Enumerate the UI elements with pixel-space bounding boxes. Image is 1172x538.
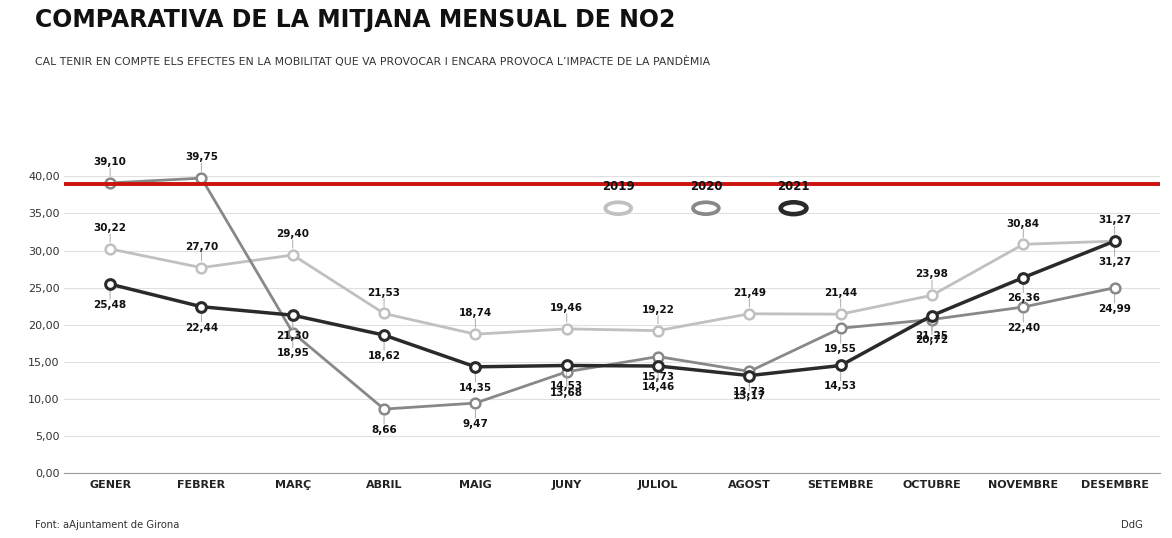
Text: 14,53: 14,53 <box>824 381 857 391</box>
Text: 24,99: 24,99 <box>1098 303 1131 314</box>
Text: 39,75: 39,75 <box>185 152 218 162</box>
Text: 31,27: 31,27 <box>1098 257 1131 267</box>
Text: COMPARATIVA DE LA MITJANA MENSUAL DE NO2: COMPARATIVA DE LA MITJANA MENSUAL DE NO2 <box>35 8 675 32</box>
Text: 21,44: 21,44 <box>824 288 857 299</box>
Text: 25,48: 25,48 <box>94 300 127 310</box>
Text: 21,30: 21,30 <box>277 331 309 341</box>
Text: 2019: 2019 <box>602 180 634 193</box>
Text: 13,68: 13,68 <box>550 387 584 398</box>
Text: 30,84: 30,84 <box>1007 218 1040 229</box>
Text: 13,73: 13,73 <box>732 387 766 397</box>
Text: 22,40: 22,40 <box>1007 323 1040 333</box>
Text: 14,53: 14,53 <box>550 381 584 391</box>
Text: 21,25: 21,25 <box>915 331 948 342</box>
Text: 19,55: 19,55 <box>824 344 857 354</box>
Text: 19,46: 19,46 <box>550 303 584 313</box>
Text: 31,27: 31,27 <box>1098 215 1131 225</box>
Text: 14,35: 14,35 <box>458 383 492 393</box>
Text: 21,49: 21,49 <box>732 288 765 298</box>
Text: 19,22: 19,22 <box>641 305 674 315</box>
Text: 30,22: 30,22 <box>94 223 127 233</box>
Text: 2021: 2021 <box>777 180 810 193</box>
Text: 21,53: 21,53 <box>368 288 401 298</box>
Text: 20,72: 20,72 <box>915 335 948 345</box>
Text: Font: aAjuntament de Girona: Font: aAjuntament de Girona <box>35 520 179 530</box>
Text: 18,95: 18,95 <box>277 349 309 358</box>
Text: 22,44: 22,44 <box>185 322 218 332</box>
Text: 39,10: 39,10 <box>94 157 127 167</box>
Text: CAL TENIR EN COMPTE ELS EFECTES EN LA MOBILITAT QUE VA PROVOCAR I ENCARA PROVOCA: CAL TENIR EN COMPTE ELS EFECTES EN LA MO… <box>35 56 710 67</box>
Text: 9,47: 9,47 <box>463 419 489 429</box>
Text: 29,40: 29,40 <box>277 229 309 239</box>
Text: 18,74: 18,74 <box>458 308 492 318</box>
Text: 14,46: 14,46 <box>641 382 675 392</box>
Text: DdG: DdG <box>1120 520 1143 530</box>
Text: 15,73: 15,73 <box>641 372 675 383</box>
Text: 2020: 2020 <box>689 180 722 193</box>
Text: 26,36: 26,36 <box>1007 293 1040 303</box>
Text: 23,98: 23,98 <box>915 270 948 279</box>
Text: 18,62: 18,62 <box>368 351 401 361</box>
Text: 13,17: 13,17 <box>732 392 766 401</box>
Text: 8,66: 8,66 <box>372 425 397 435</box>
Text: 27,70: 27,70 <box>185 242 218 252</box>
